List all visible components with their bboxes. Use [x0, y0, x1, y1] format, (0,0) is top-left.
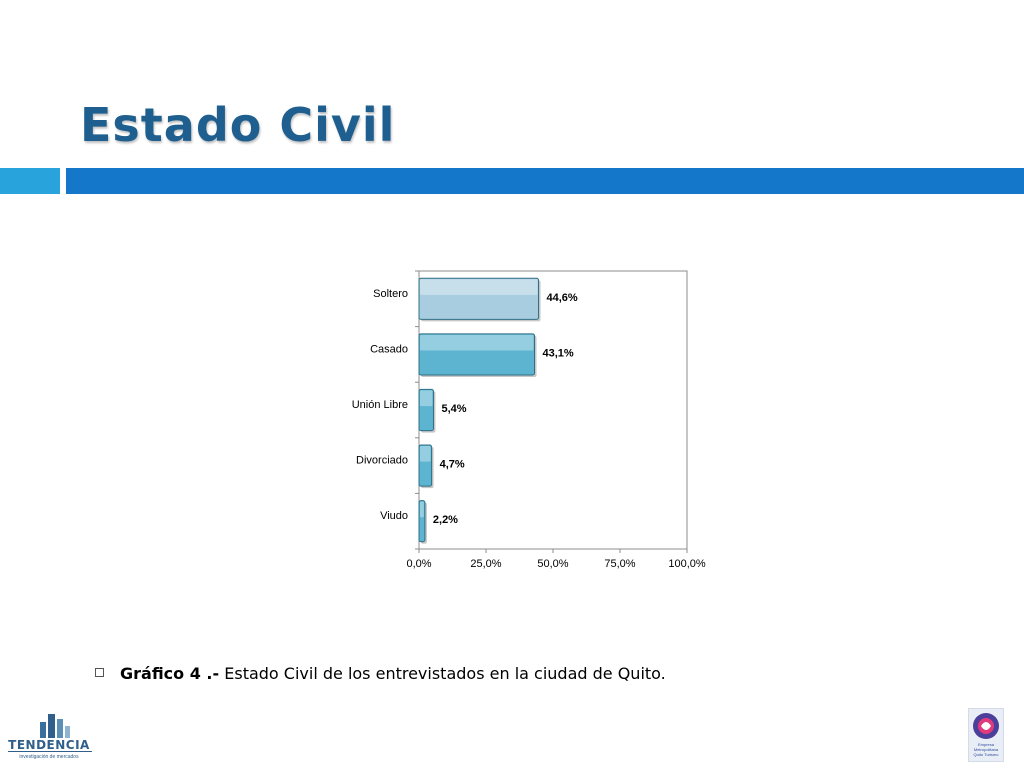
- marital-status-chart: 0,0% 25,0% 50,0% 75,0% 100,0% Soltero 44,6% Cas…: [330, 260, 730, 590]
- data-label: 2,2%: [433, 514, 458, 526]
- header-band: [66, 168, 1024, 194]
- tendencia-logo: TENDENCIA investigación de mercados: [4, 714, 94, 768]
- category-label: Soltero: [373, 288, 408, 300]
- x-tick-label: 50,0%: [537, 558, 568, 570]
- slide-title: Estado Civil: [80, 98, 396, 152]
- x-tick-label: 75,0%: [604, 558, 635, 570]
- quito-turismo-line: Metropolitana: [973, 747, 999, 752]
- bar-highlight: [420, 501, 424, 518]
- category-label: Viudo: [380, 510, 408, 522]
- x-tick-label: 100,0%: [668, 558, 706, 570]
- category-label: Divorciado: [356, 455, 408, 467]
- caption-label: Gráfico 4 .-: [120, 664, 220, 683]
- bar-highlight: [420, 334, 534, 351]
- category-label: Casado: [370, 343, 408, 355]
- quito-turismo-logo: Empresa Metropolitana Quito Turismo: [968, 708, 1004, 762]
- square-bullet-icon: [95, 668, 104, 677]
- chart-caption: Gráfico 4 .- Estado Civil de los entrevi…: [95, 664, 666, 683]
- quito-turismo-line: Empresa: [977, 742, 994, 747]
- tendencia-wordmark: TENDENCIA: [8, 738, 90, 752]
- buildings-icon: [40, 714, 70, 738]
- quito-turismo-text: Empresa Metropolitana Quito Turismo: [969, 742, 1003, 757]
- bar: [418, 277, 540, 320]
- chart-svg: 0,0% 25,0% 50,0% 75,0% 100,0% Soltero 44,6% Cas…: [352, 270, 706, 570]
- data-label: 4,7%: [440, 459, 465, 471]
- quito-turismo-line: Quito Turismo: [973, 752, 999, 757]
- quito-turismo-emblem-icon: [973, 713, 999, 739]
- logo-divider: [8, 751, 92, 752]
- x-tick-label: 0,0%: [406, 558, 431, 570]
- x-tick-label: 25,0%: [470, 558, 501, 570]
- data-label: 44,6%: [547, 292, 578, 304]
- bar: [418, 333, 536, 376]
- bar: [418, 444, 433, 487]
- header-band-accent: [0, 168, 60, 194]
- bar-highlight: [420, 279, 538, 295]
- bar: [418, 500, 426, 543]
- tendencia-tagline: investigación de mercados: [19, 754, 79, 760]
- bar-highlight: [420, 446, 431, 462]
- data-label: 43,1%: [543, 347, 574, 359]
- category-label: Unión Libre: [352, 399, 408, 411]
- data-label: 5,4%: [441, 403, 466, 415]
- bar-highlight: [420, 390, 433, 407]
- caption-text: Estado Civil de los entrevistados en la …: [219, 664, 666, 683]
- bar: [418, 388, 434, 432]
